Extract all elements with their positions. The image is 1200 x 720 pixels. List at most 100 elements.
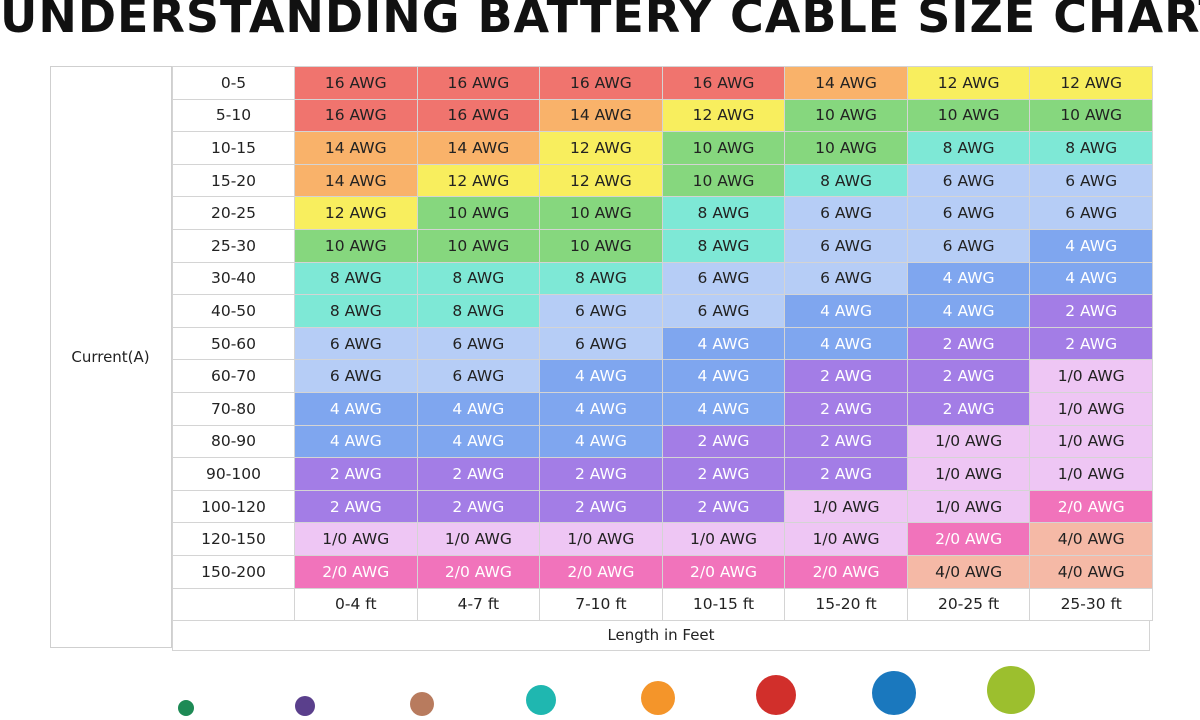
table-cell: 10 AWG — [294, 229, 418, 263]
cable-size-dot — [410, 691, 434, 716]
table-cell: 1/0 AWG — [1029, 392, 1153, 426]
table-cell: 4 AWG — [661, 326, 786, 361]
table-cell: 4 AWG — [294, 424, 418, 459]
table-cell: 16 AWG — [294, 66, 418, 100]
table-cell: 4 AWG — [539, 359, 663, 393]
row-label-current: 15-20 — [172, 163, 295, 198]
table-cell: 2 AWG — [294, 457, 418, 491]
row-label-current: 90-100 — [172, 457, 295, 491]
column-label-length: 15-20 ft — [784, 587, 908, 621]
column-label-length: 7-10 ft — [539, 587, 663, 621]
table-cell: 2 AWG — [416, 457, 541, 491]
table-cell: 1/0 AWG — [1029, 424, 1153, 459]
table-cell: 4 AWG — [1029, 261, 1153, 296]
column-label-length: 10-15 ft — [661, 587, 786, 621]
table-cell: 8 AWG — [784, 163, 908, 198]
table-cell: 12 AWG — [294, 196, 418, 230]
table-cell: 2 AWG — [294, 489, 418, 524]
table-cell: 8 AWG — [294, 294, 418, 328]
table-cell: 4 AWG — [906, 261, 1031, 296]
table-cell: 8 AWG — [294, 261, 418, 296]
column-label-length: 20-25 ft — [906, 587, 1031, 621]
column-label-length: 25-30 ft — [1029, 587, 1153, 621]
table-cell: 12 AWG — [539, 163, 663, 198]
table-cell: 4 AWG — [661, 392, 786, 426]
table-cell: 4 AWG — [539, 392, 663, 426]
table-cell: 8 AWG — [661, 196, 786, 230]
table-cell: 6 AWG — [294, 326, 418, 361]
table-cell: 10 AWG — [784, 131, 908, 165]
table-cell: 1/0 AWG — [784, 522, 908, 556]
cable-size-dot — [295, 695, 315, 716]
table-cell: 14 AWG — [294, 163, 418, 198]
table-cell: 2 AWG — [1029, 294, 1153, 328]
table-cell: 8 AWG — [1029, 131, 1153, 165]
table-cell: 6 AWG — [416, 326, 541, 361]
table-cell: 6 AWG — [539, 294, 663, 328]
table-cell: 12 AWG — [539, 131, 663, 165]
table-cell: 16 AWG — [539, 66, 663, 100]
table-cell: 14 AWG — [784, 66, 908, 100]
row-label-current: 60-70 — [172, 359, 295, 393]
cable-size-dot — [872, 670, 916, 715]
table-cell: 4/0 AWG — [906, 555, 1031, 589]
table-cell: 2/0 AWG — [539, 555, 663, 589]
table-cell: 2 AWG — [416, 489, 541, 524]
table-cell: 4/0 AWG — [1029, 555, 1153, 589]
table-cell: 2 AWG — [784, 424, 908, 459]
table-cell: 4 AWG — [661, 359, 786, 393]
table-cell: 8 AWG — [416, 294, 541, 328]
table-cell: 2 AWG — [1029, 326, 1153, 361]
table-cell: 2 AWG — [906, 326, 1031, 361]
table-cell: 2 AWG — [784, 392, 908, 426]
corner-cell — [172, 587, 295, 621]
table-cell: 2 AWG — [661, 457, 786, 491]
chart-title: UNDERSTANDING BATTERY CABLE SIZE CHART — [0, 0, 1200, 43]
y-axis-label: Current(A) — [50, 66, 172, 648]
table-cell: 1/0 AWG — [1029, 457, 1153, 491]
cable-size-dot — [526, 685, 556, 716]
table-cell: 10 AWG — [906, 98, 1031, 133]
table-cell: 4 AWG — [906, 294, 1031, 328]
table-cell: 2/0 AWG — [294, 555, 418, 589]
table-cell: 14 AWG — [294, 131, 418, 165]
table-cell: 4 AWG — [1029, 229, 1153, 263]
table-cell: 2/0 AWG — [661, 555, 786, 589]
table-cell: 8 AWG — [906, 131, 1031, 165]
table-cell: 2/0 AWG — [416, 555, 541, 589]
table-cell: 4 AWG — [294, 392, 418, 426]
table-cell: 12 AWG — [416, 163, 541, 198]
table-cell: 6 AWG — [784, 196, 908, 230]
table-cell: 2/0 AWG — [784, 555, 908, 589]
table-cell: 4 AWG — [416, 392, 541, 426]
table-cell: 1/0 AWG — [294, 522, 418, 556]
table-cell: 6 AWG — [906, 163, 1031, 198]
row-label-current: 10-15 — [172, 131, 295, 165]
table-cell: 4 AWG — [539, 424, 663, 459]
table-cell: 6 AWG — [784, 261, 908, 296]
row-label-current: 100-120 — [172, 489, 295, 524]
table-cell: 12 AWG — [661, 98, 786, 133]
table-cell: 10 AWG — [416, 229, 541, 263]
table-cell: 2 AWG — [784, 359, 908, 393]
table-cell: 6 AWG — [1029, 196, 1153, 230]
table-cell: 2 AWG — [906, 392, 1031, 426]
table-cell: 10 AWG — [784, 98, 908, 133]
table-cell: 2 AWG — [539, 489, 663, 524]
table-cell: 10 AWG — [661, 131, 786, 165]
table-cell: 14 AWG — [416, 131, 541, 165]
table-cell: 6 AWG — [784, 229, 908, 263]
table-cell: 6 AWG — [539, 326, 663, 361]
column-label-length: 0-4 ft — [294, 587, 418, 621]
table-cell: 4 AWG — [784, 326, 908, 361]
table-cell: 12 AWG — [906, 66, 1031, 100]
table-cell: 1/0 AWG — [906, 489, 1031, 524]
table-cell: 1/0 AWG — [784, 489, 908, 524]
table-cell: 2 AWG — [784, 457, 908, 491]
table-cell: 2/0 AWG — [1029, 489, 1153, 524]
table-cell: 2 AWG — [906, 359, 1031, 393]
table-cell: 10 AWG — [539, 196, 663, 230]
table-cell: 10 AWG — [1029, 98, 1153, 133]
table-cell: 6 AWG — [661, 261, 786, 296]
x-axis-label: Length in Feet — [172, 619, 1150, 651]
